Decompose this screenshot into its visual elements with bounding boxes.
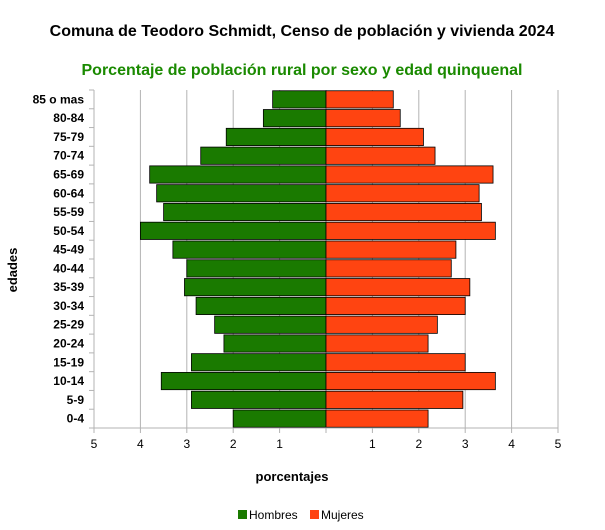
bar-hombres-85-o-mas (272, 90, 327, 109)
bar-mujeres-45-49 (325, 240, 457, 259)
bar-mujeres-0-4 (325, 409, 429, 428)
chart-subtitle: Porcentaje de población rural por sexo y… (82, 62, 523, 79)
bar-mujeres-75-79 (325, 127, 424, 146)
bar-hombres-15-19 (191, 353, 327, 372)
y-category-labels: 0-4 5-9 10-14 15-19 20-24 25-29 30-34 35-39 40-4… (33, 92, 85, 425)
bars (139, 90, 496, 428)
bar-mujeres-50-54 (325, 221, 496, 240)
bar-hombres-35-39 (184, 278, 327, 297)
y-category-label: 85 o mas (33, 92, 85, 106)
bar-hombres-65-69 (149, 165, 327, 184)
bar-hombres-75-79 (225, 127, 327, 146)
y-category-label: 20-24 (53, 337, 84, 351)
bar-mujeres-20-24 (325, 334, 429, 353)
bar-mujeres-15-19 (325, 353, 466, 372)
x-tick-label: 5 (91, 437, 98, 451)
chart-title: Comuna de Teodoro Schmidt, Censo de pobl… (50, 23, 555, 40)
legend-swatch-mujeres (310, 510, 319, 519)
legend-swatch-hombres (238, 510, 247, 519)
bar-hombres-25-29 (214, 315, 327, 334)
bar-mujeres-55-59 (325, 203, 482, 222)
x-tick-label: 3 (462, 437, 469, 451)
bar-hombres-5-9 (191, 390, 327, 409)
bar-hombres-70-74 (200, 146, 327, 165)
bar-hombres-60-64 (156, 184, 327, 203)
y-category-label: 75-79 (53, 130, 84, 144)
x-tick-label: 1 (369, 437, 376, 451)
legend: Hombres Mujeres (238, 508, 364, 522)
bar-mujeres-5-9 (325, 390, 464, 409)
bar-mujeres-25-29 (325, 315, 438, 334)
x-tick-label: 1 (276, 437, 283, 451)
x-tick-label: 2 (230, 437, 237, 451)
bar-hombres-10-14 (160, 372, 327, 391)
axes (89, 89, 559, 433)
bar-hombres-30-34 (195, 296, 327, 315)
bar-hombres-0-4 (232, 409, 327, 428)
bar-mujeres-30-34 (325, 296, 466, 315)
bar-mujeres-40-44 (325, 259, 452, 278)
bar-hombres-45-49 (172, 240, 327, 259)
x-axis-label: porcentajes (256, 469, 329, 484)
y-category-label: 35-39 (53, 280, 84, 294)
bar-mujeres-70-74 (325, 146, 436, 165)
x-tick-labels: 5 4 3 2 1 1 2 3 4 5 (91, 437, 562, 451)
bar-mujeres-10-14 (325, 372, 496, 391)
y-axis-label: edades (5, 248, 20, 293)
y-category-label: 10-14 (53, 374, 84, 388)
y-category-label: 45-49 (53, 243, 84, 257)
x-tick-label: 5 (555, 437, 562, 451)
bar-hombres-20-24 (223, 334, 327, 353)
bar-hombres-40-44 (186, 259, 327, 278)
y-category-label: 5-9 (67, 393, 85, 407)
bar-mujeres-85-o-mas (325, 90, 394, 109)
bar-hombres-55-59 (163, 203, 327, 222)
y-category-label: 0-4 (67, 412, 85, 426)
legend-label-hombres: Hombres (249, 508, 298, 522)
x-tick-label: 4 (137, 437, 144, 451)
grid-lines (93, 90, 559, 428)
y-category-label: 15-19 (53, 355, 84, 369)
y-category-label: 40-44 (53, 261, 84, 275)
y-category-label: 25-29 (53, 318, 84, 332)
x-tick-label: 4 (508, 437, 515, 451)
x-tick-label: 3 (183, 437, 190, 451)
y-category-label: 55-59 (53, 205, 84, 219)
y-category-label: 65-69 (53, 168, 84, 182)
y-category-label: 80-84 (53, 111, 84, 125)
y-category-label: 70-74 (53, 149, 84, 163)
y-category-label: 50-54 (53, 224, 84, 238)
x-tick-label: 2 (415, 437, 422, 451)
legend-label-mujeres: Mujeres (321, 508, 364, 522)
bar-mujeres-65-69 (325, 165, 494, 184)
bar-mujeres-35-39 (325, 278, 471, 297)
bar-hombres-50-54 (139, 221, 327, 240)
bar-mujeres-60-64 (325, 184, 480, 203)
y-category-label: 30-34 (53, 299, 84, 313)
y-category-label: 60-64 (53, 186, 84, 200)
bar-mujeres-80-84 (325, 109, 401, 128)
bar-hombres-80-84 (262, 109, 327, 128)
